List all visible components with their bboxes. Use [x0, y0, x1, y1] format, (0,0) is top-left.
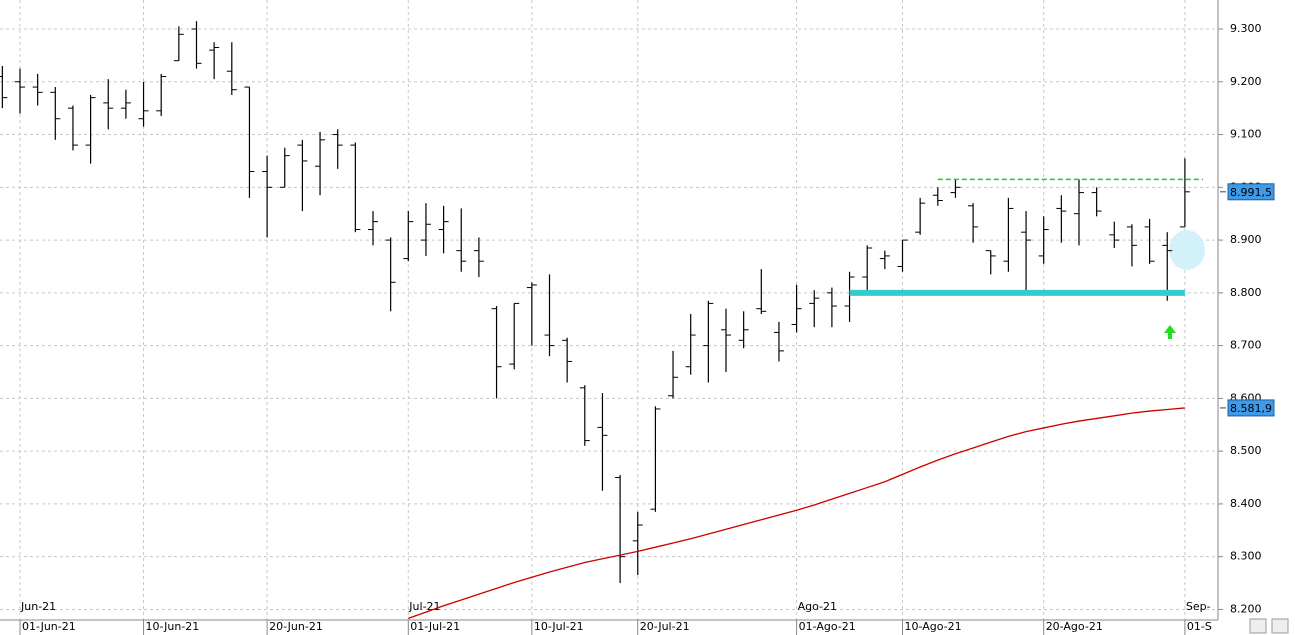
y-tick-label: 8.800 [1230, 286, 1262, 299]
x-tick-label: 10-Ago-21 [905, 620, 962, 633]
month-label: Ago-21 [798, 600, 837, 613]
y-tick-label: 8.300 [1230, 550, 1262, 563]
month-label: Jul-21 [408, 600, 440, 613]
x-tick-label: 20-Jul-21 [640, 620, 690, 633]
moving-average-line [408, 407, 1185, 620]
y-tick-label: 8.200 [1230, 602, 1262, 615]
x-tick-label: 20-Ago-21 [1046, 620, 1103, 633]
y-tick-label: 8.700 [1230, 339, 1262, 352]
x-tick-label: 01-Jun-21 [22, 620, 76, 633]
x-tick-label: 10-Jun-21 [146, 620, 200, 633]
y-tick-label: 9.300 [1230, 22, 1262, 35]
x-tick-label: 01-Jul-21 [410, 620, 460, 633]
tool-icon[interactable] [1249, 618, 1267, 634]
price-tag-label: 8.991,5 [1230, 186, 1272, 199]
x-tick-label: 10-Jul-21 [534, 620, 584, 633]
y-tick-label: 8.900 [1230, 233, 1262, 246]
y-tick-label: 9.100 [1230, 128, 1262, 141]
x-tick-label: 01-Ago-21 [799, 620, 856, 633]
x-tick-label: 20-Jun-21 [269, 620, 323, 633]
price-tag [1227, 399, 1275, 417]
y-tick-label: 8.400 [1230, 497, 1262, 510]
y-tick-label: 8.500 [1230, 444, 1262, 457]
tool-icon[interactable] [1271, 618, 1289, 634]
highlight-circle [1169, 230, 1205, 270]
y-tick-label: 9.200 [1230, 75, 1262, 88]
price-tag [1227, 183, 1275, 201]
x-tick-label: 01-S [1187, 620, 1212, 633]
month-label: Sep- [1186, 600, 1211, 613]
up-arrow [1164, 325, 1176, 339]
price-tag-label: 8.581,9 [1230, 402, 1272, 415]
month-label: Jun-21 [20, 600, 56, 613]
